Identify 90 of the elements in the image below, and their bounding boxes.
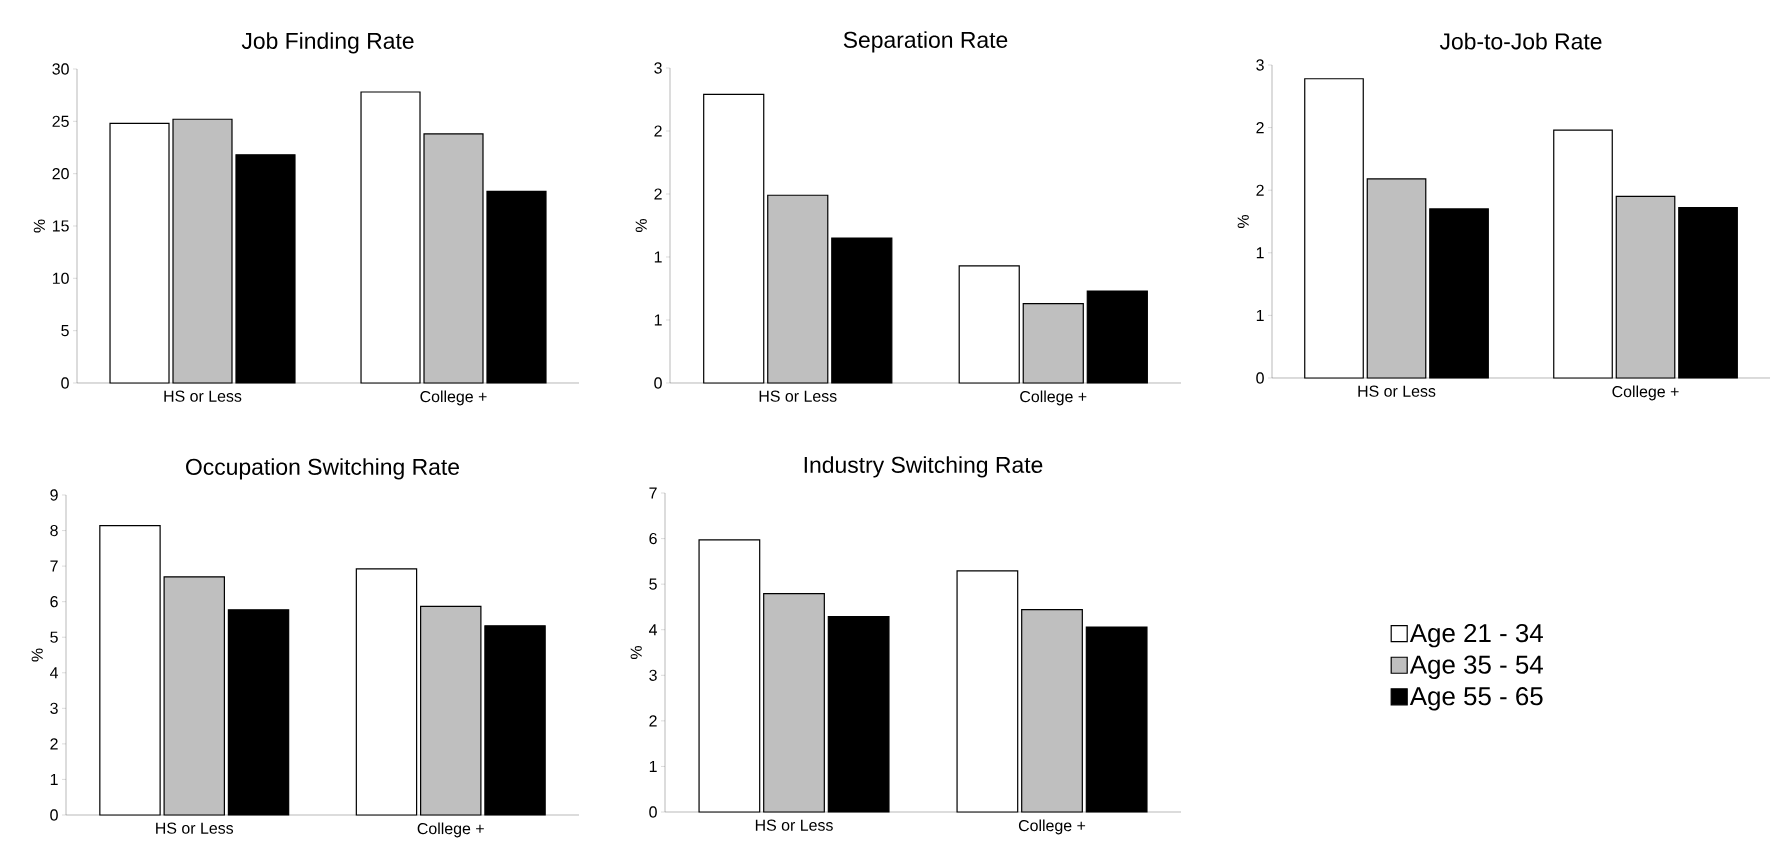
bar [763,593,825,813]
bar [1085,626,1148,813]
x-tick-label: College + [1612,385,1679,401]
y-axis-title: % [1237,214,1249,229]
x-tick-label: College + [417,822,484,838]
y-tick-label: 3 [1256,59,1264,71]
y-tick-label: 3 [50,702,58,714]
y-tick-label: 5 [50,631,58,643]
x-tick-label: HS or Less [755,819,833,831]
bar [1366,178,1427,379]
chart-title: Separation Rate [843,31,1008,53]
bar [1021,609,1083,813]
legend-label: Age 55 - 65 [1409,687,1543,711]
bar [99,524,161,816]
bar [827,615,890,813]
bar [1553,129,1613,379]
y-tick-label: 2 [649,715,657,727]
x-tick-label: College + [420,390,487,406]
y-tick-label: 15 [52,220,69,232]
bar [484,625,546,816]
y-tick-label: 4 [648,624,658,636]
y-tick-label: 2 [654,125,662,137]
bar [1304,78,1364,379]
bar [163,576,225,816]
y-axis-title: % [31,648,43,662]
y-tick-label: 6 [649,532,657,545]
y-tick-label: 3 [654,62,662,74]
y-tick-label: 0 [1256,372,1264,384]
x-tick-label: HS or Less [759,390,837,402]
bar [958,265,1020,384]
y-axis-title: % [33,219,45,233]
y-tick-label: 1 [1256,247,1264,259]
y-tick-label: 2 [654,188,662,200]
y-tick-label: 6 [50,596,58,608]
y-tick-label: 8 [50,524,58,537]
y-tick-label: 7 [649,487,657,499]
x-tick-label: College + [1018,819,1086,835]
y-tick-label: 1 [50,773,58,785]
y-axis-title: % [630,645,642,660]
x-tick-label: HS or Less [164,390,242,402]
bar [227,609,290,816]
bar [1615,195,1676,379]
y-tick-label: 1 [654,251,662,263]
y-tick-label: 5 [61,325,69,337]
bar [831,237,893,384]
bar [235,154,296,384]
y-tick-label: 5 [649,578,657,590]
y-tick-label: 2 [1256,122,1264,134]
y-tick-label: 0 [50,809,58,821]
bar [1086,290,1148,384]
chart-title: Occupation Switching Rate [186,458,459,480]
y-tick-label: 10 [52,272,69,284]
bar [420,605,482,816]
bar [355,568,418,816]
y-tick-label: 30 [52,63,69,75]
chart-title: Job-to-Job Rate [1439,32,1602,50]
x-tick-label: HS or Less [1358,385,1436,397]
y-tick-label: 20 [52,168,69,180]
bar [703,93,765,384]
y-tick-label: 2 [50,738,58,750]
bar [767,194,829,384]
y-tick-label: 3 [649,669,657,681]
y-tick-label: 0 [649,806,657,818]
y-tick-label: 4 [49,667,58,679]
y-axis-title: % [635,218,647,233]
bar [360,91,421,384]
bar [956,570,1019,813]
x-tick-label: College + [1020,390,1087,406]
y-tick-label: 1 [654,314,662,326]
y-tick-label: 1 [649,760,657,772]
x-tick-label: HS or Less [156,822,234,834]
y-tick-label: 7 [50,560,58,572]
bar [172,118,233,384]
y-tick-label: 0 [654,377,662,389]
bar [698,539,761,813]
y-tick-label: 2 [1256,184,1264,196]
bar [1678,207,1738,379]
chart-title: Industry Switching Rate [804,456,1043,478]
legend-label: Age 35 - 54 [1409,655,1543,679]
bar [1022,303,1084,384]
y-tick-label: 0 [61,377,69,389]
y-tick-label: 1 [1256,309,1264,321]
y-tick-label: 9 [50,489,58,501]
chart-title: Job Finding Rate [241,32,414,54]
legend-label: Age 21 - 34 [1409,623,1543,648]
bar [423,133,484,384]
bar [109,122,170,384]
bar [1429,208,1489,379]
bar [486,190,547,384]
y-tick-label: 25 [52,115,69,127]
